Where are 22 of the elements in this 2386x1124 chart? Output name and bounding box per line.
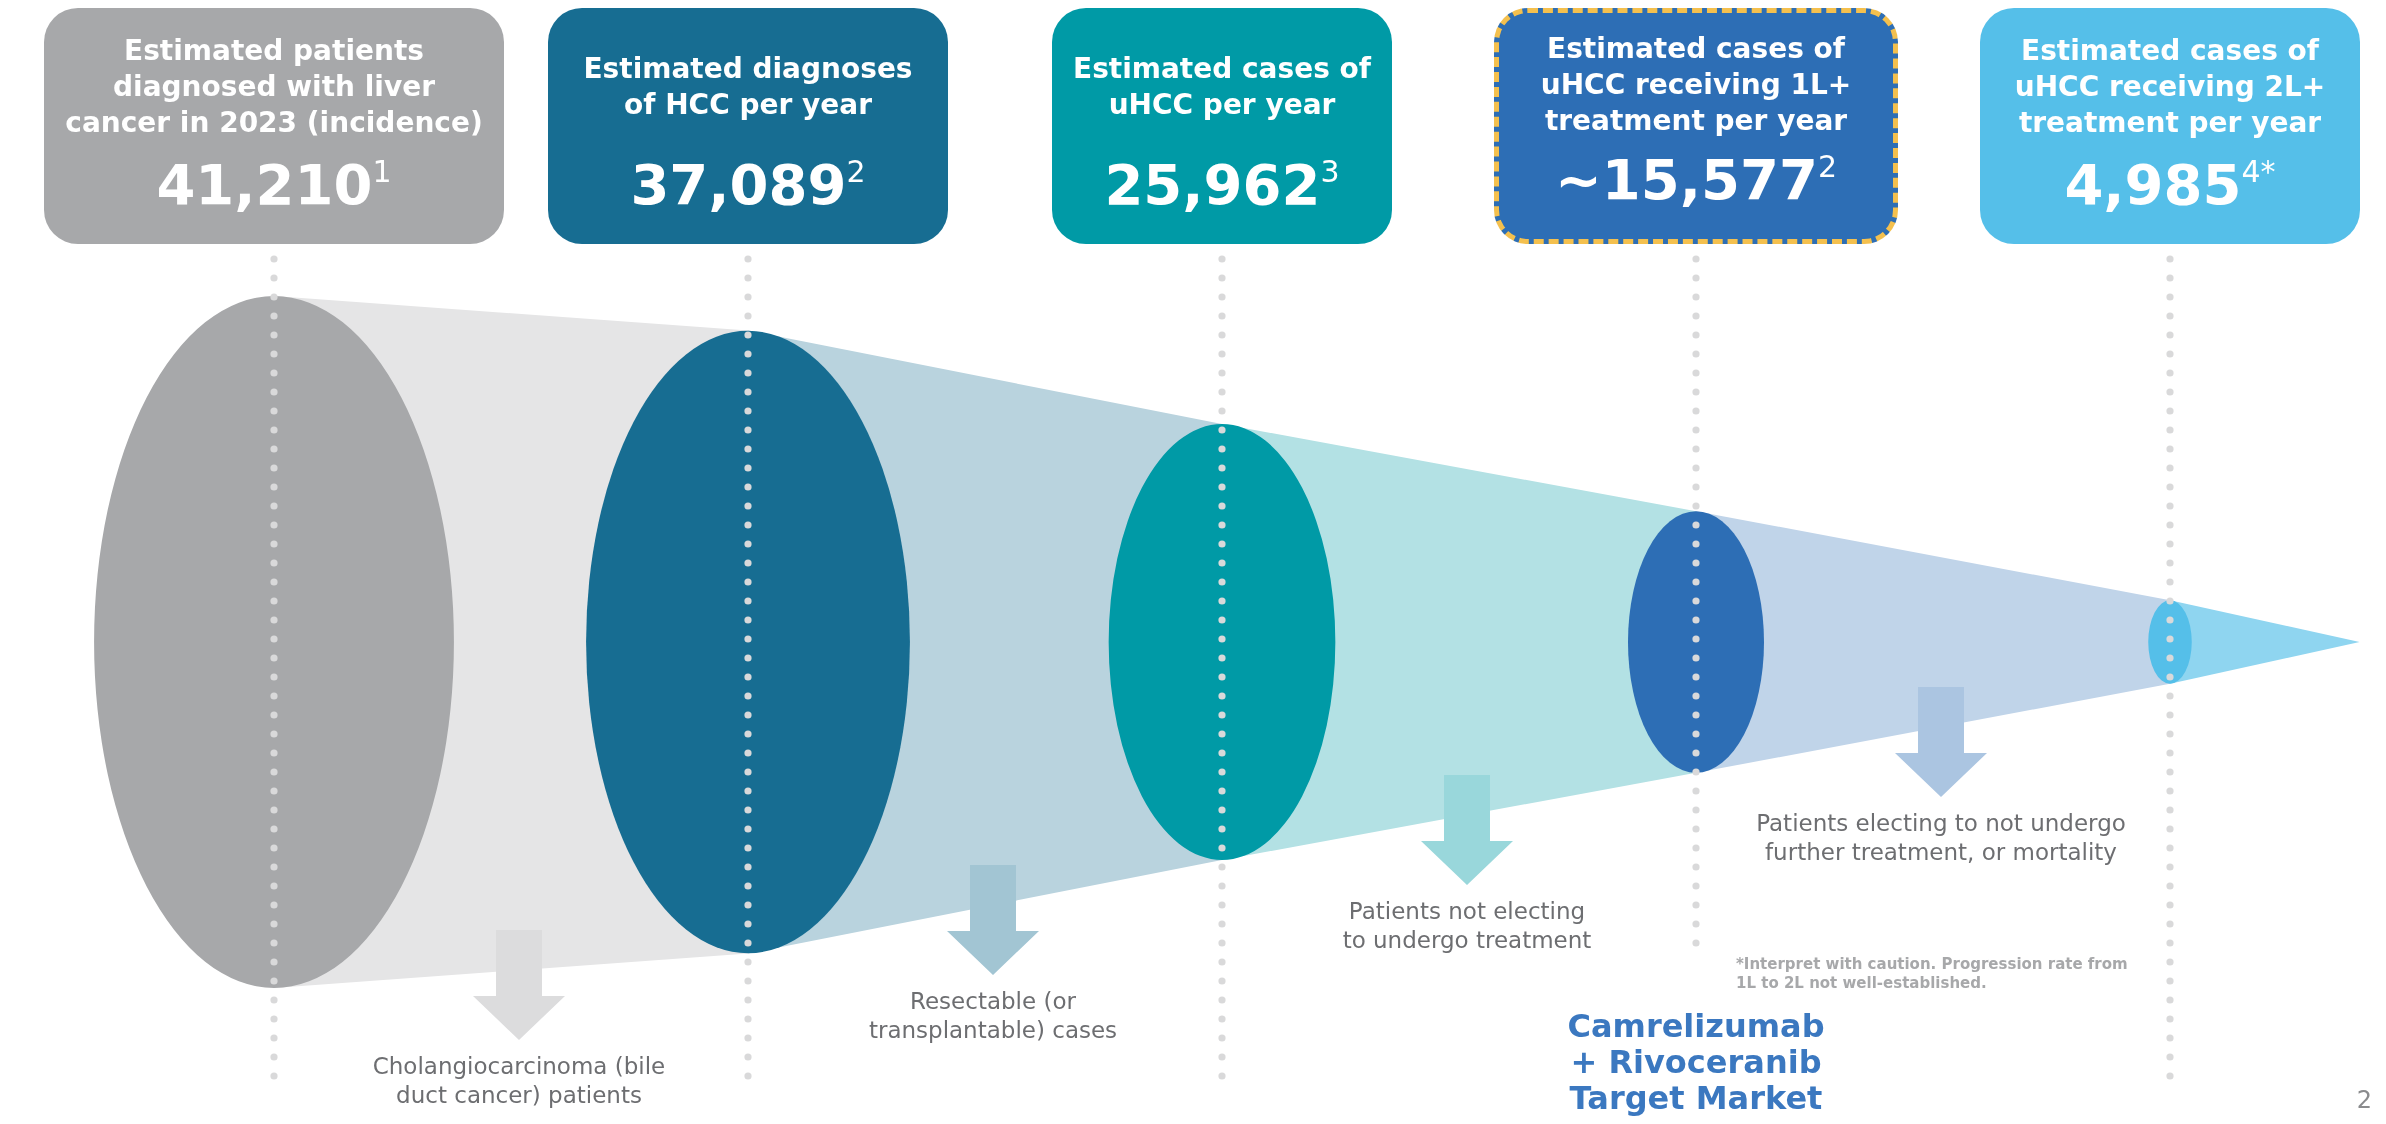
data-label: 41,210$^{1}$ xyxy=(156,151,392,219)
label-card: Estimated cases of uHCC receiving 1L+ treatment per year ~15,577$^{2}$ xyxy=(1494,8,1898,244)
text: Camrelizumab + Rivoceranib Target Market xyxy=(1567,1007,1825,1117)
data-label: ~15,577$^{2}$ xyxy=(1554,146,1838,214)
data-label: 4,985$^{4*}$ xyxy=(2064,151,2276,219)
label-card: Estimated diagnoses of HCC per year 37,089$^{2}$ xyxy=(548,8,948,244)
label-card: Estimated cases of uHCC receiving 2L+ treatment per year 4,985$^{4*}$ xyxy=(1980,8,2360,244)
category-label: Estimated diagnoses of HCC per year xyxy=(582,51,914,123)
category-label: Estimated cases of uHCC receiving 1L+ treatment per year xyxy=(1539,30,1853,139)
category-label: Estimated cases of uHCC per year xyxy=(1072,51,1372,123)
text: Patients electing to not undergo further treatment, or mortality xyxy=(1755,808,2127,867)
text: Cholangiocarcinoma (bile duct cancer) patients xyxy=(371,1052,667,1111)
category-label: Estimated cases of uHCC receiving 2L+ treatment per year xyxy=(2013,33,2327,141)
category-label: Estimated patients diagnosed with liver cancer in 2023 (incidence) xyxy=(64,33,484,141)
data-label: 37,089$^{2}$ xyxy=(630,151,866,219)
label-card: Estimated patients diagnosed with liver cancer in 2023 (incidence) 41,210$^{1}$ xyxy=(44,8,504,244)
text: Resectable (or transplantable) cases xyxy=(867,987,1119,1046)
text: 2 xyxy=(2356,1086,2372,1114)
text: Patients not electing to undergo treatment xyxy=(1342,896,1592,955)
label-card: Estimated cases of uHCC per year 25,962$^{3}$ xyxy=(1052,8,1392,244)
text: *Interpret with caution. Progression rate from 1L to 2L not well-established. xyxy=(1736,955,2129,993)
data-label: 25,962$^{3}$ xyxy=(1104,151,1340,219)
